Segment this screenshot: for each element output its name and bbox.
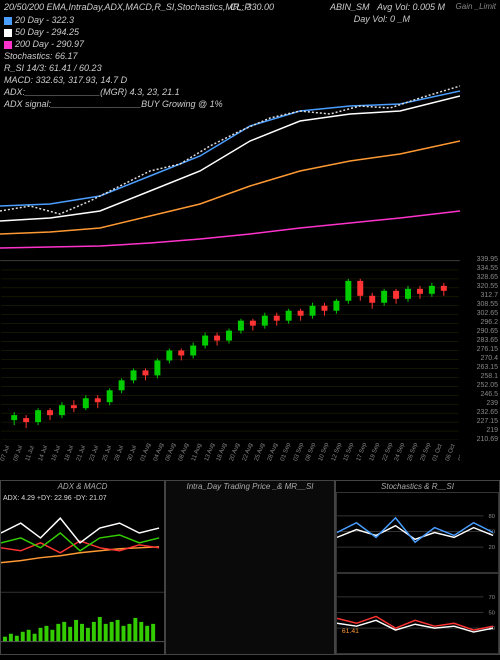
close-price: CL: 330.00: [230, 2, 274, 12]
price-tick: 270.4: [480, 355, 498, 362]
intraday-panel: Intra_Day Trading Price _& MR__SI: [165, 480, 335, 655]
price-tick: 219: [486, 427, 498, 434]
ema200-label: 200 Day - 290.97: [15, 39, 84, 49]
avg-volume: Avg Vol: 0.005 M: [377, 2, 445, 12]
price-tick: 276.15: [477, 346, 498, 353]
price-tick: 334.55: [477, 265, 498, 272]
price-tick: 210.69: [477, 436, 498, 443]
price-tick: 328.65: [477, 274, 498, 281]
stoch-title: Stochastics & R__SI: [336, 481, 499, 492]
stochastics-subpanel: 805020: [336, 492, 499, 573]
indicator-panels: ADX & MACD ADX: 4.29 +DY: 22.96 -DY: 21.…: [0, 480, 500, 660]
price-tick: 232.65: [477, 409, 498, 416]
price-tick: 239: [486, 400, 498, 407]
price-tick: 283.65: [477, 337, 498, 344]
candlestick-chart: [0, 260, 460, 440]
adx-values: ADX: 4.29 +DY: 22.96 -DY: 21.07: [3, 495, 107, 502]
adx-macd-panel: ADX & MACD ADX: 4.29 +DY: 22.96 -DY: 21.…: [0, 480, 165, 655]
price-tick: 290.65: [477, 328, 498, 335]
svg-text:20: 20: [489, 545, 496, 551]
price-tick: 227.15: [477, 418, 498, 425]
svg-text:80: 80: [489, 514, 496, 520]
date-axis: 07 Jul09 Jul11 Jul14 Jul16 Jul18 Jul21 J…: [0, 442, 460, 472]
svg-text:50: 50: [489, 610, 496, 616]
day-volume: Day Vol: 0 _M: [354, 14, 410, 24]
price-tick: 296.2: [480, 319, 498, 326]
price-tick: 308.55: [477, 301, 498, 308]
intraday-title: Intra_Day Trading Price _& MR__SI: [166, 481, 334, 492]
ema50-label: 50 Day - 294.25: [15, 27, 79, 37]
gain-limit: Gain _Limit: [456, 2, 496, 11]
price-tick: 252.05: [477, 382, 498, 389]
price-tick: 258.1: [480, 373, 498, 380]
svg-text:70: 70: [489, 595, 496, 601]
ema-chart: [0, 56, 460, 256]
ema20-swatch: [4, 17, 12, 25]
price-tick: 263.15: [477, 364, 498, 371]
price-axis: 339.95334.55328.65320.55312.7308.55302.6…: [460, 260, 500, 440]
svg-text:61.41: 61.41: [342, 628, 359, 635]
ema200-swatch: [4, 41, 12, 49]
price-tick: 320.55: [477, 283, 498, 290]
indicator-list: 20/50/200 EMA,IntraDay,ADX,MACD,R_SI,Sto…: [4, 2, 250, 12]
price-tick: 302.65: [477, 310, 498, 317]
ema20-label: 20 Day - 322.3: [15, 15, 74, 25]
stoch-rsi-panel: Stochastics & R__SI 805020 70503061.41: [335, 480, 500, 655]
rsi-subpanel: 70503061.41: [336, 573, 499, 654]
price-tick: 339.95: [477, 256, 498, 263]
symbol-name: ABIN_SM: [330, 2, 370, 12]
price-tick: 312.7: [480, 292, 498, 299]
adx-panel-title: ADX & MACD: [1, 481, 164, 492]
ema50-swatch: [4, 29, 12, 37]
price-tick: 246.5: [480, 391, 498, 398]
